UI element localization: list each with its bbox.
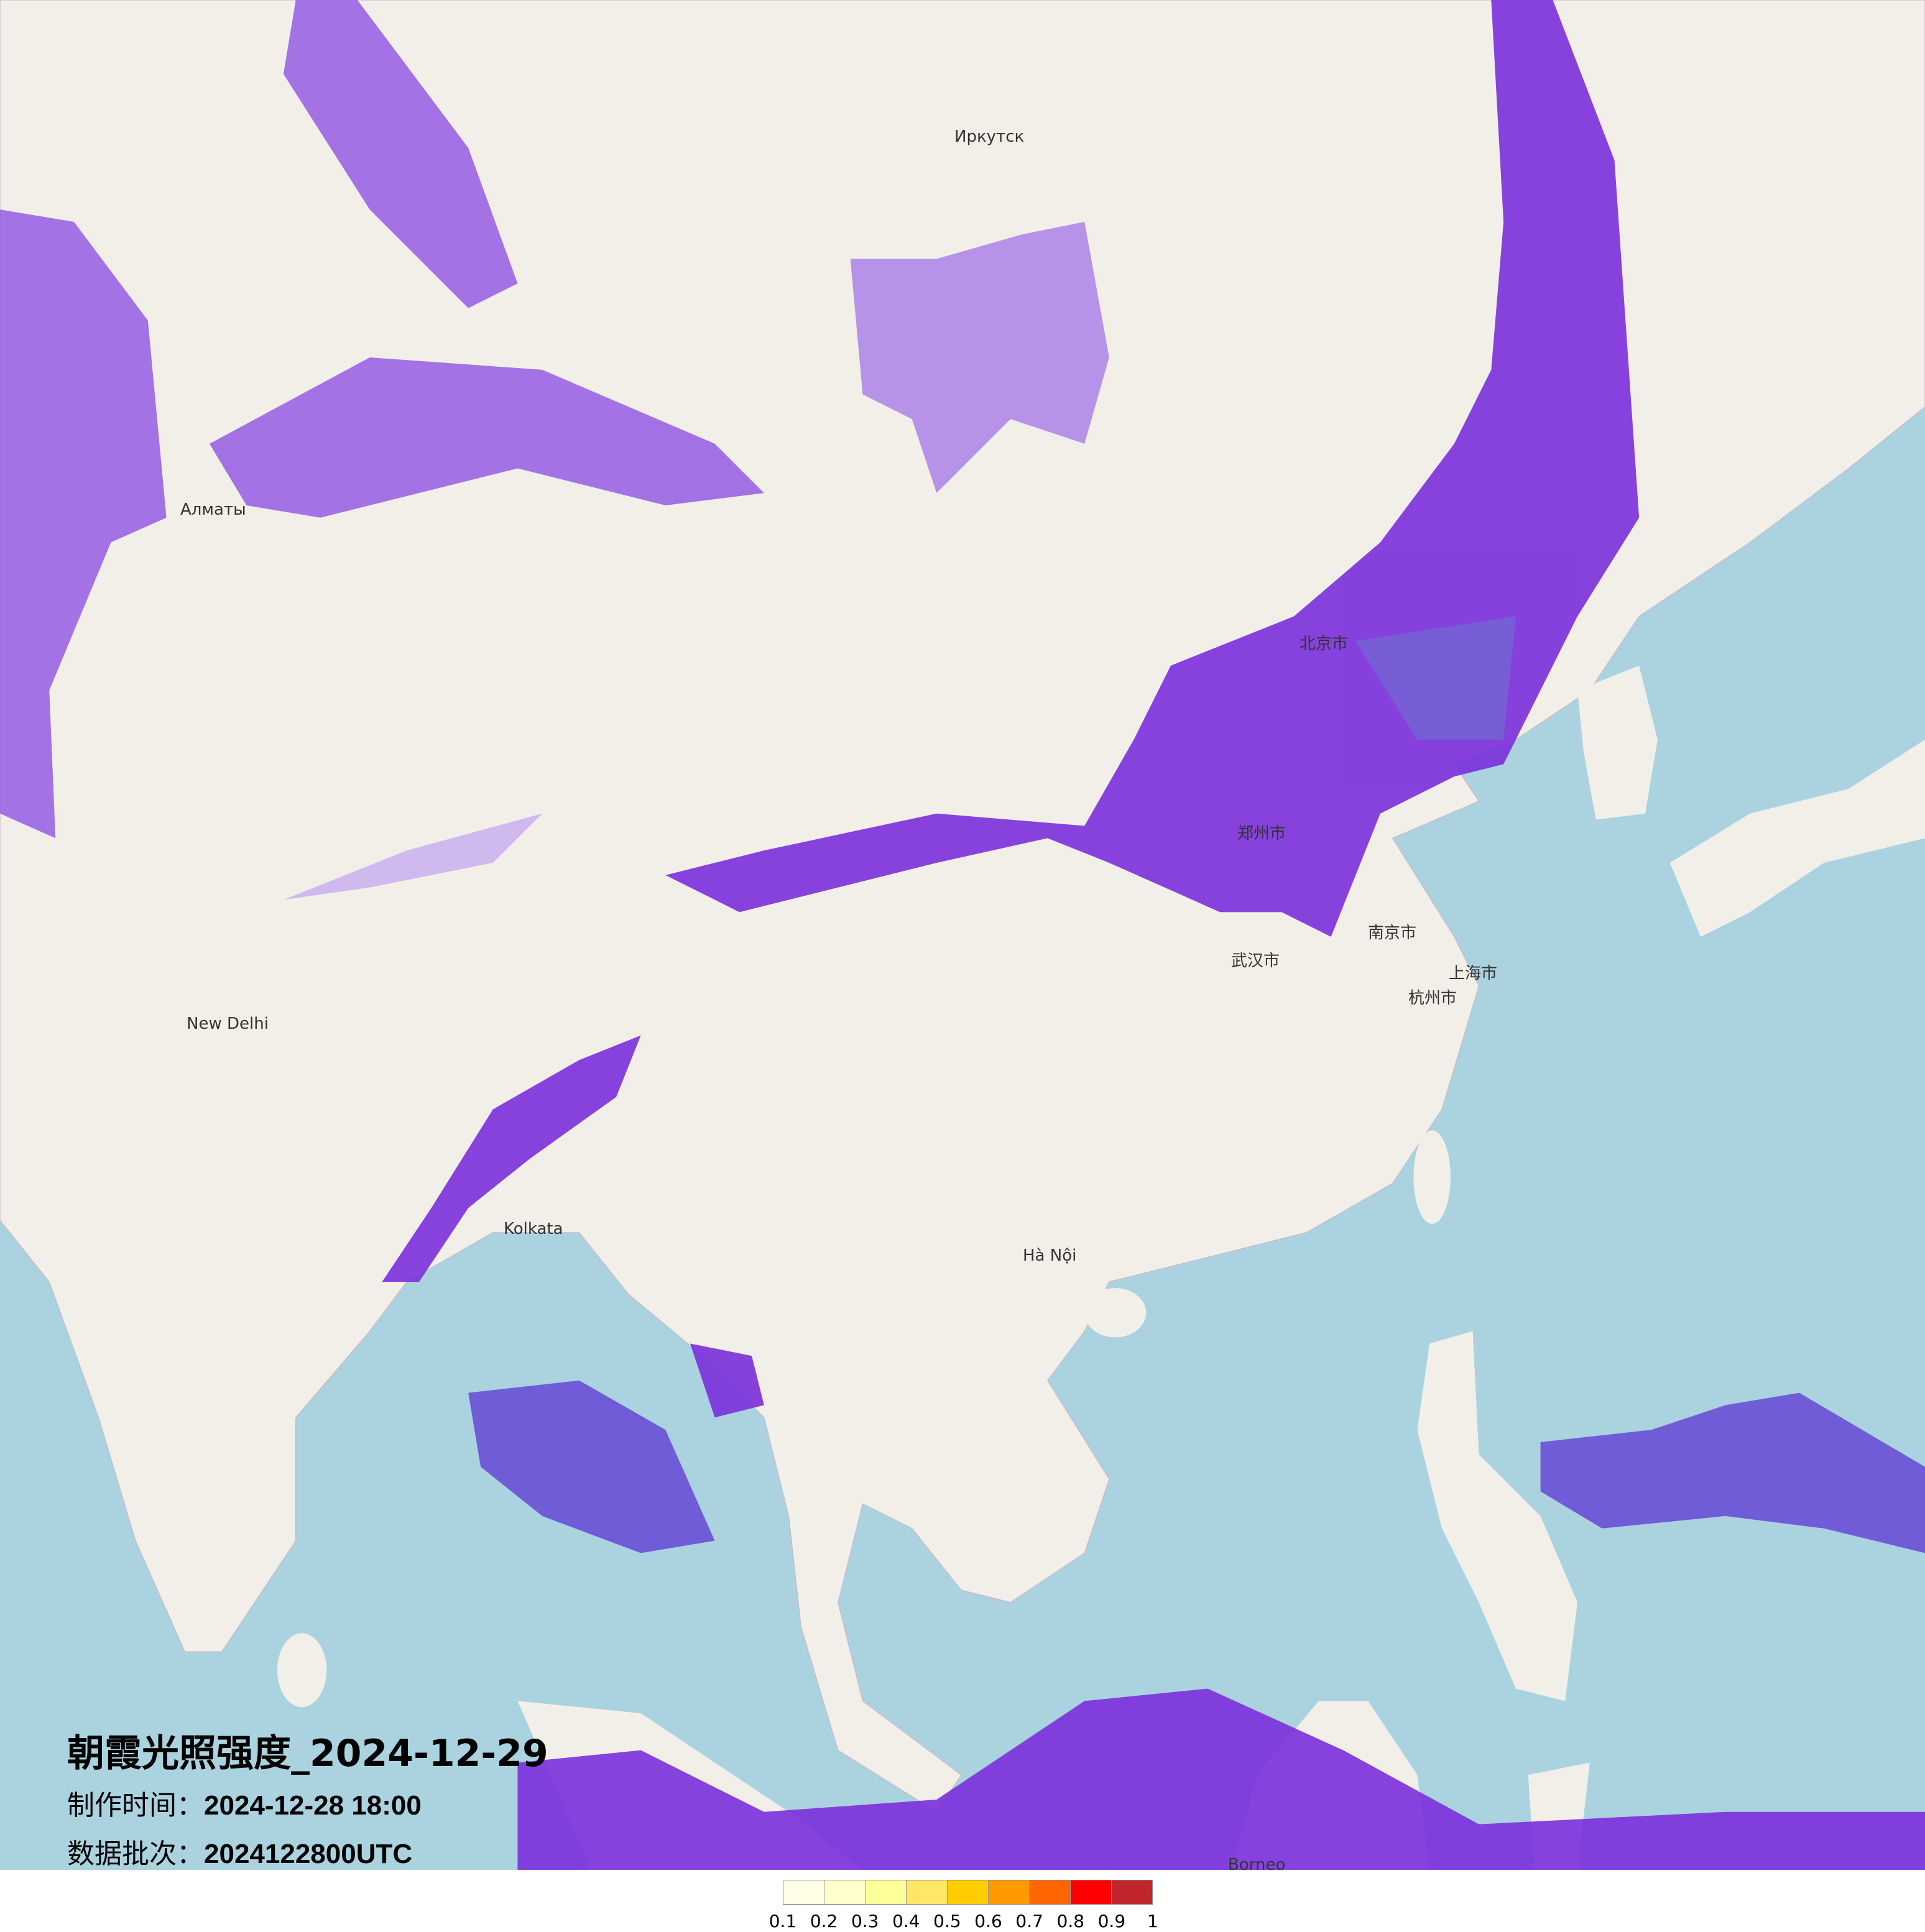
map-label: Borneo — [1228, 1856, 1286, 1874]
legend-tick-label: 0.1 — [769, 1911, 797, 1931]
overlay-india-band — [382, 1035, 641, 1282]
land-philippines — [1417, 1331, 1578, 1701]
production-time-value: 2024-12-28 18:00 — [204, 1790, 422, 1821]
legend-tick-label: 0.7 — [1015, 1911, 1043, 1931]
legend-swatch — [1030, 1880, 1071, 1904]
legend-swatch — [783, 1880, 824, 1904]
overlay-bohai — [1355, 616, 1516, 740]
overlay-xinjiang — [209, 357, 764, 518]
production-time-label: 制作时间： — [67, 1790, 204, 1821]
map-label: 武汉市 — [1231, 952, 1280, 970]
overlay-bay-of-bengal — [468, 1380, 715, 1553]
production-time: 制作时间：2024-12-28 18:00 — [67, 1787, 548, 1824]
legend-swatch — [1071, 1880, 1112, 1904]
data-batch-value: 2024122800UTC — [204, 1839, 413, 1869]
map-label: 上海市 — [1449, 964, 1498, 983]
map-label: Иркутск — [954, 127, 1025, 146]
title-block: 朝霞光照强度_2024-12-29 制作时间：2024-12-28 18:00 … — [67, 1731, 548, 1873]
legend-tick-label: 0.5 — [933, 1911, 961, 1931]
legend-tick-label: 0.6 — [974, 1911, 1002, 1931]
legend-tick-label: 0.8 — [1056, 1911, 1085, 1931]
overlay-south-strip — [517, 1688, 1925, 1870]
legend-tick-label: 0.4 — [892, 1911, 920, 1931]
map-label: 杭州市 — [1408, 989, 1457, 1008]
legend-swatch — [907, 1880, 948, 1904]
map-label: Hà Nội — [1023, 1246, 1077, 1265]
legend-swatch — [824, 1880, 866, 1904]
legend-tick-label: 0.2 — [810, 1911, 838, 1931]
land-korea — [1577, 665, 1658, 820]
land-japan — [1669, 739, 1925, 937]
land-sri-lanka — [277, 1633, 327, 1708]
overlay-mongolia — [850, 221, 1109, 494]
legend-swatch — [866, 1880, 907, 1904]
legend-swatch — [1112, 1880, 1152, 1904]
land-taiwan — [1413, 1130, 1451, 1224]
overlay-light-tibet — [283, 813, 543, 900]
color-legend — [783, 1880, 1153, 1905]
legend-tick-label: 0.3 — [851, 1911, 879, 1931]
map-label: 郑州市 — [1237, 824, 1286, 843]
land-hainan — [1084, 1288, 1147, 1338]
map-label: 南京市 — [1368, 924, 1417, 942]
map-title: 朝霞光照强度_2024-12-29 — [67, 1732, 548, 1775]
data-batch: 数据批次：2024122800UTC — [67, 1836, 548, 1873]
map-canvas[interactable] — [0, 0, 1925, 1870]
map-label: 北京市 — [1299, 635, 1349, 653]
data-batch-label: 数据批次： — [67, 1838, 204, 1870]
map-label: Kolkata — [504, 1220, 563, 1238]
legend-swatch — [948, 1880, 989, 1904]
overlay-kazakh — [0, 209, 167, 839]
legend-tick-labels: 0.1 0.2 0.3 0.4 0.5 0.6 0.7 0.8 0.9 1 — [769, 1911, 1168, 1932]
overlay-altai — [283, 0, 518, 308]
map-label: Алматы — [180, 500, 246, 519]
overlay-philippine-sea — [1540, 1392, 1925, 1553]
legend-tick-label: 1 — [1147, 1911, 1158, 1931]
legend-tick-label: 0.9 — [1097, 1911, 1126, 1931]
glow-overlay — [0, 0, 1925, 1870]
legend-swatch — [989, 1880, 1030, 1904]
map-label: New Delhi — [187, 1014, 269, 1033]
